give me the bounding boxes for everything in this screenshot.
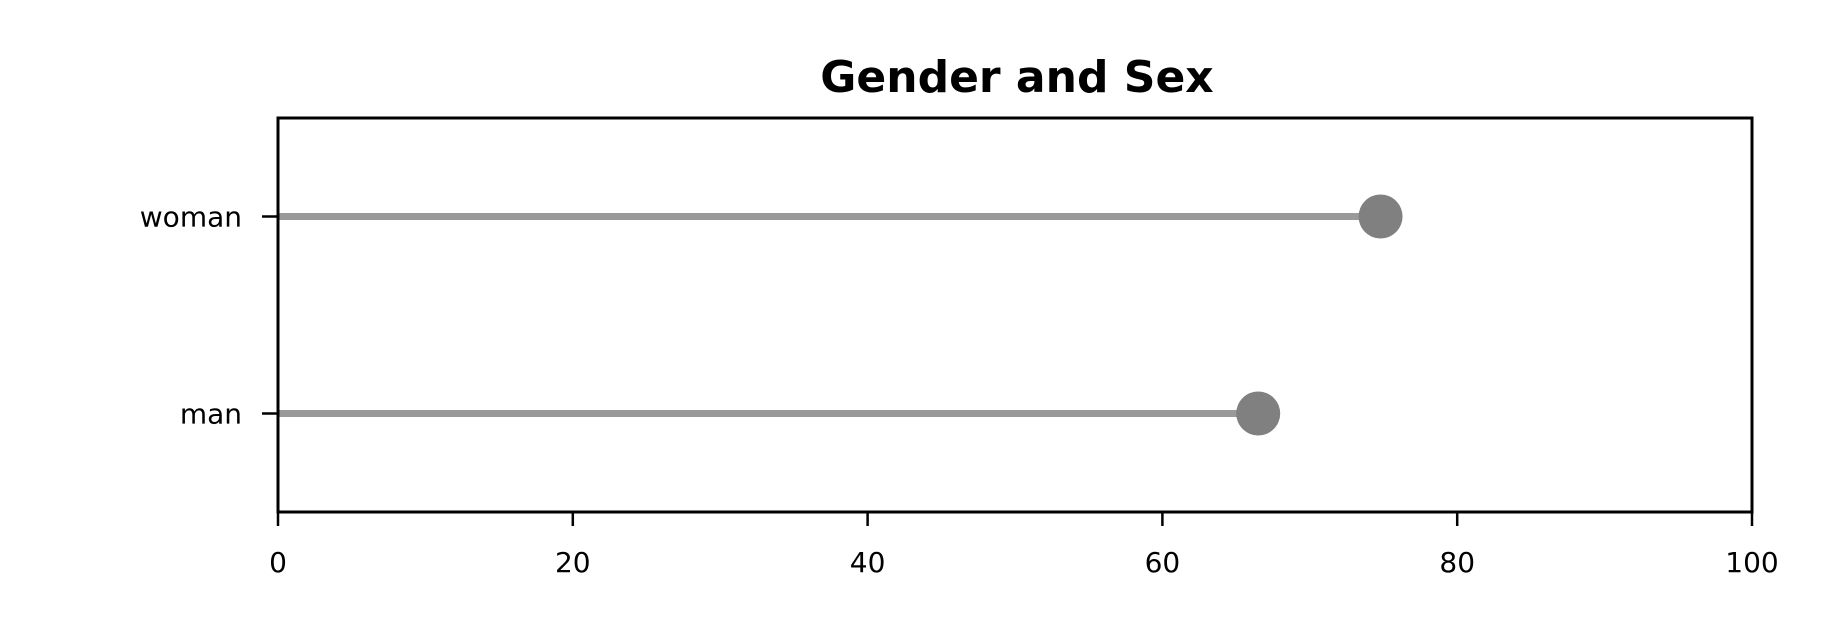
x-tick-label: 100 [1725, 546, 1778, 579]
stems-layer [278, 213, 1381, 417]
x-axis: 0 20 40 60 80 100 [269, 512, 1779, 579]
markers-layer [1236, 194, 1403, 436]
x-tick-label: 60 [1145, 546, 1181, 579]
chart-title: Gender and Sex [820, 52, 1213, 103]
x-tick-label: 80 [1439, 546, 1475, 579]
x-tick-label: 20 [555, 546, 591, 579]
lollipop-marker-man [1236, 391, 1281, 436]
plot-frame [276, 116, 1754, 514]
y-axis: man woman [140, 201, 278, 431]
x-tick-label: 40 [850, 546, 886, 579]
x-tick-label: 0 [269, 546, 287, 579]
y-tick-label-man: man [180, 398, 242, 431]
y-tick-label-woman: woman [140, 201, 242, 234]
lollipop-marker-woman [1358, 194, 1403, 239]
